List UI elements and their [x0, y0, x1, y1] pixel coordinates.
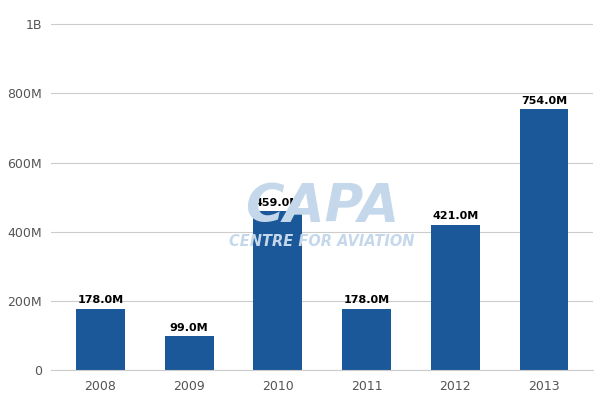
Bar: [431, 225, 480, 370]
Text: 459.0M: 459.0M: [255, 198, 301, 208]
Bar: [253, 212, 302, 370]
Text: 421.0M: 421.0M: [432, 211, 478, 221]
Bar: [165, 336, 214, 370]
Text: 99.0M: 99.0M: [170, 323, 208, 333]
Text: 178.0M: 178.0M: [77, 295, 124, 305]
Bar: [520, 109, 568, 370]
Bar: [76, 309, 125, 370]
Text: CAPA: CAPA: [245, 181, 400, 233]
Text: CENTRE FOR AVIATION: CENTRE FOR AVIATION: [229, 234, 415, 249]
Text: 178.0M: 178.0M: [344, 295, 389, 305]
Text: 754.0M: 754.0M: [521, 96, 567, 106]
Bar: [342, 309, 391, 370]
